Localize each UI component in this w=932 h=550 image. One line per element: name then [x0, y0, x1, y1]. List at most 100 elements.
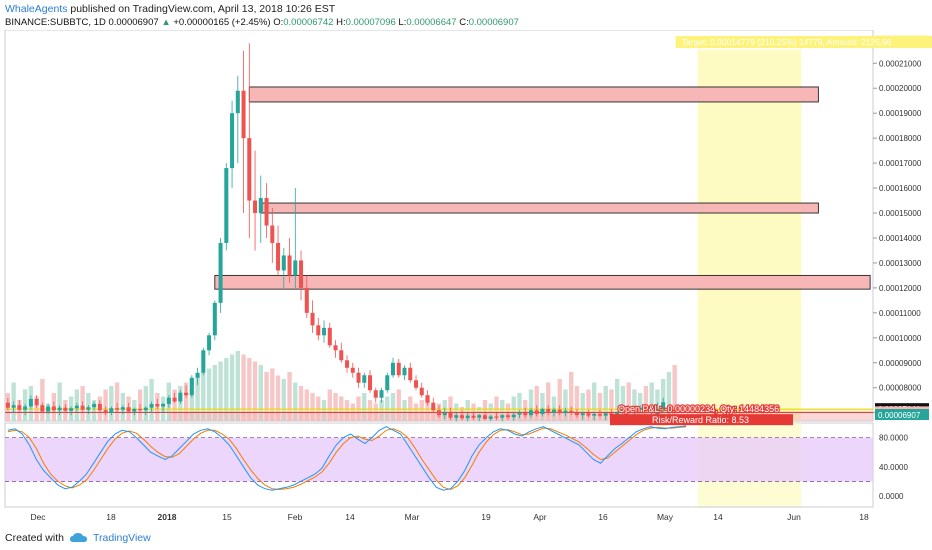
- candle-body: [488, 416, 493, 419]
- price-tick-label: 0.00021000: [879, 59, 922, 68]
- candle-body: [373, 390, 378, 398]
- volume-bar: [327, 389, 332, 421]
- volume-bar: [275, 375, 281, 421]
- x-tick-label: Mar: [405, 512, 420, 522]
- author-link[interactable]: WhaleAgents: [5, 3, 68, 15]
- candle-body: [448, 412, 453, 418]
- candle-body: [17, 405, 22, 410]
- candle-body: [563, 410, 568, 414]
- candle-body: [86, 407, 91, 410]
- price-tick-label: 0.00014000: [879, 234, 922, 243]
- candle-body: [115, 408, 120, 410]
- x-tick-label: 18: [859, 512, 869, 522]
- volume-bar: [563, 389, 568, 421]
- volume-bar: [183, 382, 189, 421]
- candle-body: [28, 398, 33, 407]
- tradingview-brand[interactable]: TradingView: [92, 532, 151, 544]
- volume-bar: [586, 389, 591, 421]
- publish-info: published on TradingView.com, April 13, …: [70, 3, 336, 15]
- candle-body: [391, 362, 396, 376]
- candle-body: [161, 403, 166, 407]
- x-tick-label: 15: [222, 512, 232, 522]
- volume-bar: [603, 386, 608, 421]
- volume-bar: [281, 379, 286, 421]
- candle-body: [304, 287, 309, 313]
- candle-body: [120, 407, 125, 410]
- candle-body: [580, 413, 585, 416]
- candle-body: [212, 302, 217, 336]
- trading-chart[interactable]: 0.00021000 0.00020000 0.00019000 0.00018000…: [0, 30, 932, 530]
- candle-body: [172, 397, 177, 402]
- price-tick-label: 0.00020000: [879, 84, 922, 93]
- stop-box: [168, 412, 873, 421]
- candle-body: [103, 410, 108, 413]
- candle-body: [551, 409, 556, 413]
- candle-body: [603, 413, 608, 416]
- volume-bar: [91, 400, 97, 421]
- candle-body: [477, 415, 482, 418]
- candle-body: [23, 406, 28, 410]
- candle-body: [643, 407, 648, 411]
- volume-bar: [298, 386, 304, 421]
- candle-body: [569, 410, 574, 413]
- stoch-tick-label: 80.0000: [879, 434, 908, 443]
- candle-body: [5, 402, 10, 408]
- candle-body: [431, 402, 436, 411]
- candle-body: [224, 168, 229, 243]
- price-tick-label: 0.00016000: [879, 184, 922, 193]
- candle-body: [626, 408, 631, 412]
- x-tick-label: 14: [345, 512, 355, 522]
- candle-body: [253, 200, 258, 214]
- candle-body: [620, 408, 625, 413]
- candle-body: [270, 225, 275, 243]
- x-tick-label: 2018: [158, 512, 177, 522]
- price-badge: [875, 409, 929, 421]
- candle-body: [230, 113, 235, 169]
- volume-bar: [252, 361, 258, 421]
- x-tick-label: Apr: [533, 512, 546, 522]
- price-tick-label: 0.00009000: [879, 359, 922, 368]
- volume-bar: [212, 365, 217, 421]
- volume-bar: [528, 389, 534, 421]
- risk-reward-box: [610, 414, 793, 426]
- risk-reward-label: Risk/Reward Ratio: 8.53: [652, 415, 749, 425]
- candle-body: [597, 413, 602, 416]
- candle-body: [97, 403, 102, 411]
- candle-body: [396, 362, 401, 376]
- volume-bar: [229, 354, 235, 421]
- price-tick-label: 0.00008000: [879, 384, 922, 393]
- candle-body: [51, 406, 56, 411]
- candle-body: [500, 415, 505, 418]
- candle-body: [649, 408, 654, 411]
- price-tick-label: 0.00010000: [879, 334, 922, 343]
- candle-body: [459, 415, 465, 419]
- volume-bar: [114, 382, 120, 421]
- price-tick-label: 0.00018000: [879, 134, 922, 143]
- price-tick-label: 0.00011000: [879, 309, 921, 318]
- candle-body: [69, 408, 74, 411]
- volume-bar: [643, 386, 649, 421]
- volume-bar: [218, 361, 223, 421]
- high-label: H:: [336, 17, 346, 28]
- candle-body: [126, 407, 131, 412]
- candle-body: [184, 392, 189, 396]
- volume-bar: [632, 389, 637, 421]
- candle-body: [385, 375, 390, 391]
- volume-bar: [287, 372, 292, 421]
- volume-bar: [362, 393, 367, 421]
- x-tick-label: 14: [713, 512, 723, 522]
- volume-bar: [580, 393, 585, 421]
- volume-bar: [195, 375, 200, 421]
- candle-body: [511, 414, 516, 418]
- x-tick-label: 16: [598, 512, 608, 522]
- stoch-tick-label: 40.0000: [879, 463, 908, 472]
- volume-bar: [546, 382, 551, 421]
- candle-body: [534, 410, 539, 414]
- volume-bar: [189, 379, 195, 421]
- resistance-zone-2: [260, 202, 819, 214]
- volume-bar: [293, 382, 298, 421]
- candle-body: [276, 242, 281, 271]
- volume-bar: [626, 382, 631, 421]
- close-label: C:: [459, 17, 469, 28]
- tradingview-cloud-icon: [69, 533, 87, 542]
